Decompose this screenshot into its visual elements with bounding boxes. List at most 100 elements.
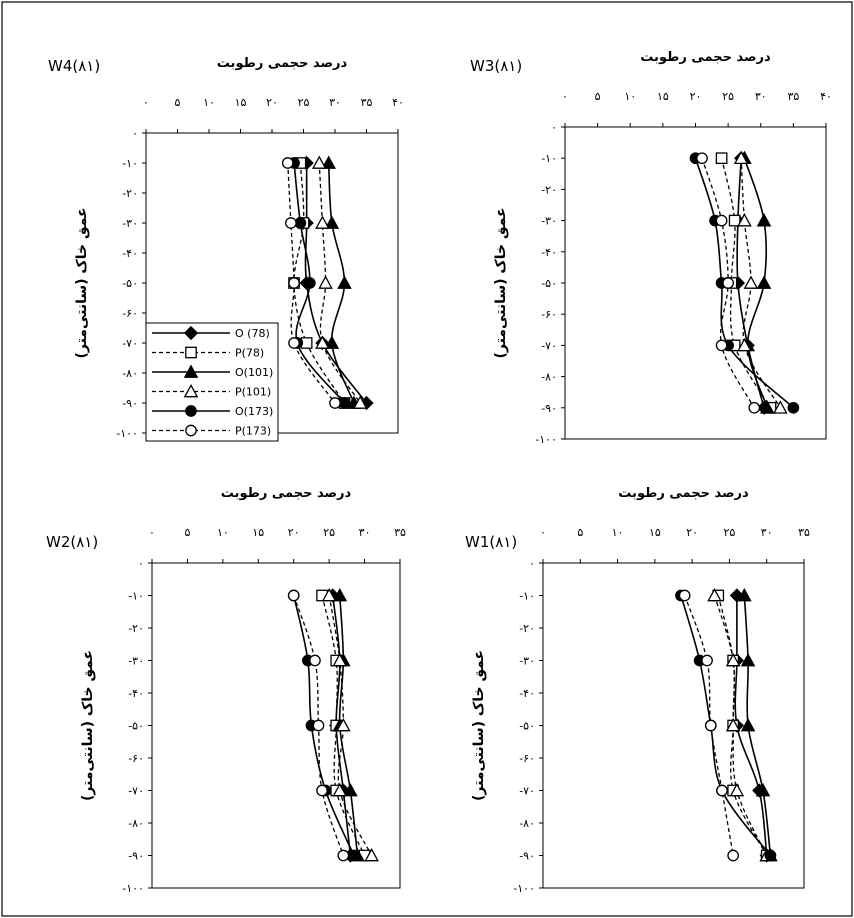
legend-box [145, 322, 279, 442]
panel-label: W3(۸۱) [470, 57, 522, 75]
x-tick-label: ۰ [149, 526, 155, 539]
chart-title: درصد حجمی رطوبت [221, 486, 352, 501]
x-tick-label: ۲۵ [298, 96, 310, 109]
y-tick-label: ۰ [138, 557, 144, 570]
data-point [722, 277, 734, 289]
x-tick-label: ۳۰ [761, 526, 773, 539]
x-tick-label: ۲۰ [690, 90, 702, 103]
chart-panels: W4(۸۱) درصد حجمی رطوبت عمق خاک (سانتی‌متر)… [46, 50, 832, 895]
data-point [324, 335, 340, 349]
data-point [715, 214, 728, 227]
chart-title: درصد حجمی رطوبت [640, 50, 771, 65]
plot-frame [151, 562, 401, 889]
chart-panel-2: W3(۸۱) درصد حجمی رطوبت عمق خاک (سانتی‌متر)… [470, 50, 832, 446]
legend-label: P(173) [235, 425, 271, 438]
y-tick-label: -۷۰ [541, 339, 557, 352]
data-point [678, 589, 691, 602]
y-tick-label: -۱۰ [541, 152, 557, 165]
legend-marker [185, 405, 197, 417]
y-tick-label: -۹۰ [128, 850, 144, 863]
y-tick-label: -۶۰ [541, 308, 557, 321]
legend-label: P(78) [235, 347, 264, 360]
x-tick-label: ۵ [577, 526, 583, 539]
chart-panel-4: W1(۸۱) درصد حجمی رطوبت عمق خاک (سانتی‌متر)… [465, 486, 810, 895]
legend-label: O(101) [235, 366, 273, 379]
data-point [737, 587, 752, 602]
y-axis-label: عمق خاک (سانتی‌متر) [493, 207, 509, 358]
x-tick-label: ۰ [540, 526, 546, 539]
chart-title: درصد حجمی رطوبت [217, 56, 348, 71]
x-tick-label: ۲۰ [686, 526, 698, 539]
legend-marker [185, 346, 197, 359]
y-tick-label: -۱۰۰ [535, 433, 557, 446]
data-point [764, 849, 777, 862]
data-point [343, 782, 358, 797]
data-point [725, 652, 741, 667]
data-point [787, 401, 800, 414]
y-tick-label: -۶۰ [519, 752, 535, 765]
series-line-4 [713, 595, 768, 856]
y-tick-label: -۷۰ [128, 785, 144, 798]
y-tick-label: -۵۰ [541, 277, 557, 290]
legend: O (78) P(78) O(101) P(101) O(173) P(173) [145, 322, 279, 442]
y-tick-label: -۷۰ [122, 337, 138, 350]
data-point [337, 275, 352, 289]
y-tick-label: -۳۰ [519, 655, 535, 668]
legend-label: O(173) [235, 405, 273, 418]
x-tick-label: ۱۵ [252, 526, 264, 539]
data-point [281, 157, 294, 169]
panel-label: W2(۸۱) [46, 533, 98, 551]
data-point [288, 277, 300, 289]
x-tick-label: ۱۰ [612, 526, 624, 539]
data-point [352, 395, 368, 409]
y-tick-label: -۶۰ [128, 752, 144, 765]
data-point [725, 717, 741, 732]
y-tick-label: -۶۰ [122, 307, 138, 320]
y-tick-label: -۲۰ [128, 622, 144, 635]
chart-panel-1: W4(۸۱) درصد حجمی رطوبت عمق خاک (سانتی‌متر)… [48, 56, 404, 442]
x-tick-label: ۲۵ [323, 526, 335, 539]
y-tick-label: -۴۰ [519, 687, 535, 700]
data-point [332, 587, 348, 602]
data-point [707, 587, 722, 602]
y-tick-label: -۵۰ [519, 720, 535, 733]
data-point [737, 337, 752, 352]
data-point [716, 784, 728, 797]
data-point [315, 335, 330, 349]
data-point [332, 652, 348, 667]
x-tick-label: ۱۵ [649, 526, 661, 539]
data-point [318, 275, 333, 289]
data-point [332, 782, 348, 797]
data-point [740, 717, 756, 732]
data-point [321, 587, 337, 602]
series-line-2 [717, 595, 768, 856]
x-tick-label: ۲۵ [722, 90, 734, 103]
data-point [755, 782, 771, 797]
legend-marker [183, 325, 199, 341]
plot-frame [564, 126, 827, 440]
panel-label: W4(۸۱) [48, 57, 100, 75]
y-tick-label: -۱۰۰ [122, 882, 144, 895]
data-point [316, 784, 328, 797]
y-tick-label: -۴۰ [122, 247, 138, 260]
y-tick-label: -۸۰ [519, 817, 535, 830]
x-tick-label: ۰ [562, 90, 568, 103]
data-point [759, 400, 775, 414]
legend-label: P(101) [235, 386, 271, 399]
data-point [288, 337, 300, 349]
data-point [756, 275, 772, 289]
data-point [737, 213, 752, 227]
y-tick-label: -۳۰ [541, 215, 557, 228]
y-tick-label: -۹۰ [541, 402, 557, 415]
data-point [321, 155, 336, 169]
chart-panel-3: W2(۸۱) درصد حجمی رطوبت عمق خاک (سانتی‌متر)… [46, 486, 406, 895]
x-tick-label: ۳۵ [798, 526, 810, 539]
legend-label: O (78) [235, 327, 270, 340]
y-axis-label: عمق خاک (سانتی‌متر) [74, 207, 90, 358]
x-tick-label: ۴۰ [392, 96, 404, 109]
x-tick-label: ۳۵ [394, 526, 406, 539]
data-point [312, 719, 325, 732]
data-point [311, 155, 327, 169]
